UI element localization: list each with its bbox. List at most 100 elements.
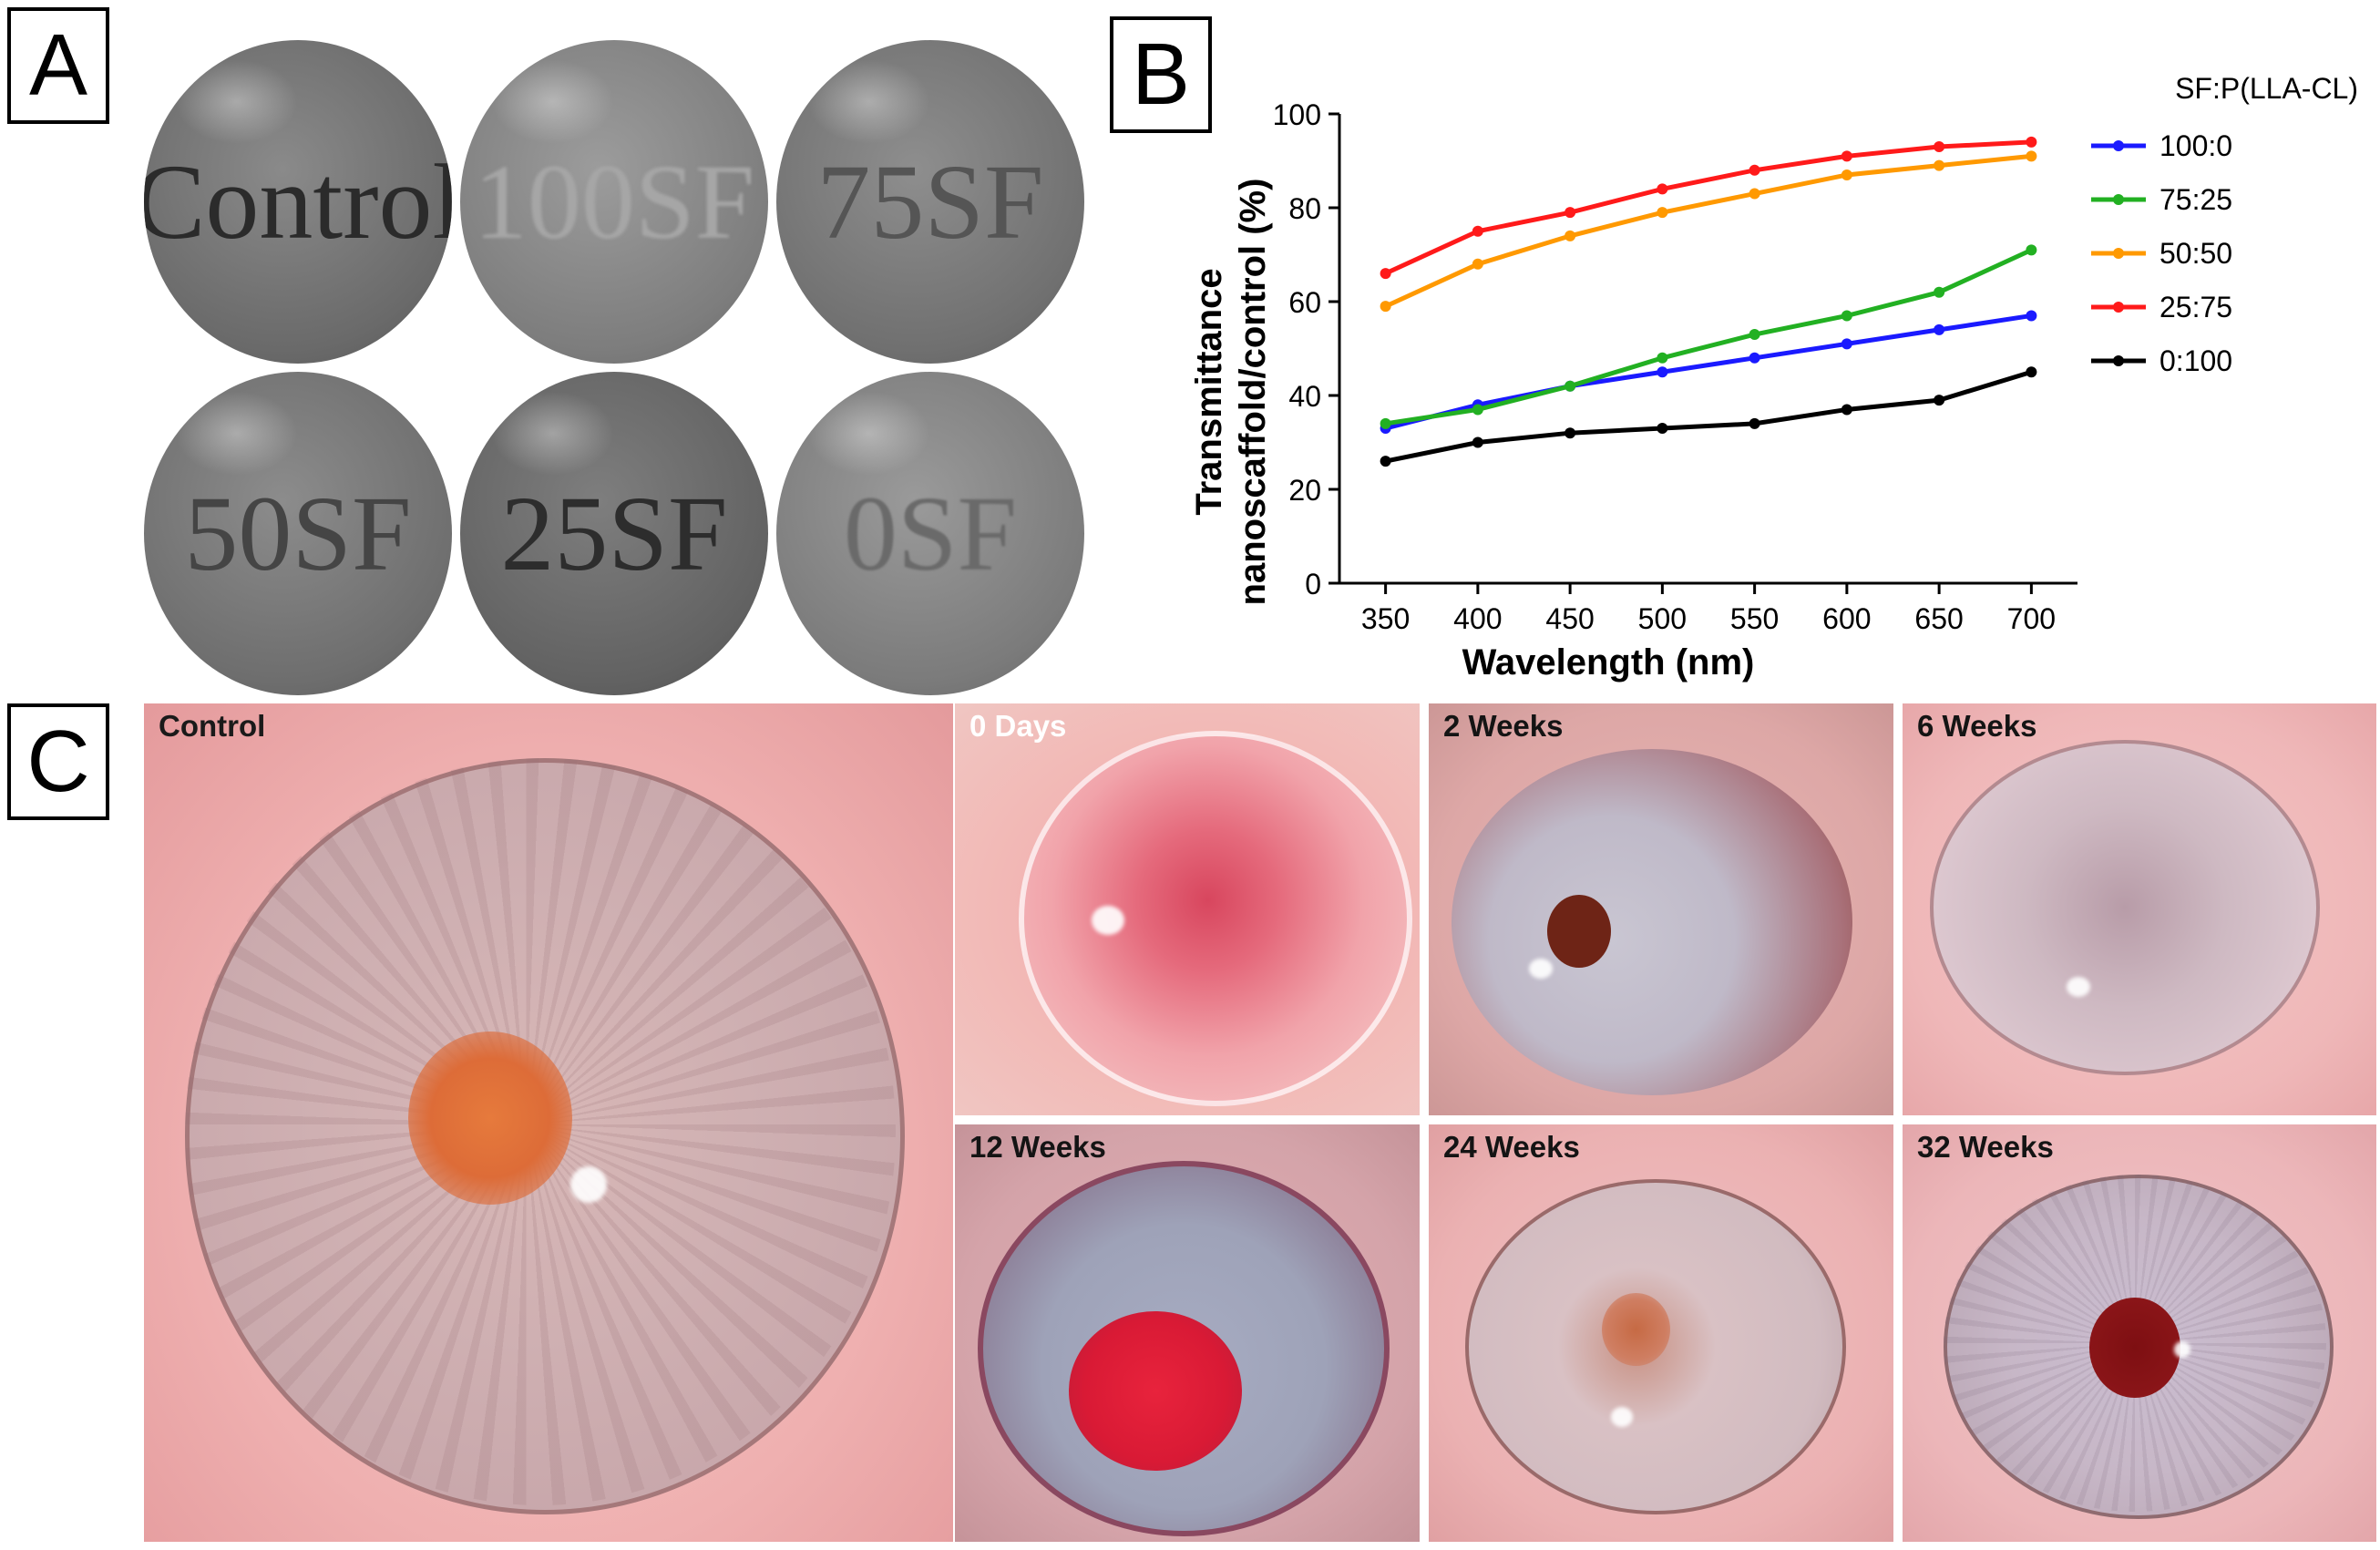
data-point (1934, 286, 1945, 298)
sample-disc-25sf: 25SF (460, 372, 768, 695)
data-point (1657, 352, 1668, 364)
light-reflection (1529, 959, 1553, 979)
data-point (1841, 169, 1852, 180)
disc-label: 50SF (184, 473, 412, 593)
legend-marker (2113, 355, 2124, 366)
data-point (1749, 164, 1760, 176)
eye-photo-6-weeks: 6 Weeks (1903, 703, 2376, 1115)
photo-label: 24 Weeks (1443, 1130, 1580, 1164)
x-tick-label: 650 (1914, 602, 1963, 635)
data-point (1564, 207, 1576, 219)
legend-label: 75:25 (2159, 183, 2232, 216)
legend-title: SF:P(LLA-CL) (2175, 73, 2358, 105)
legend-marker (2113, 302, 2124, 313)
pupil (2089, 1298, 2180, 1398)
sample-disc-50sf: 50SF (144, 372, 452, 695)
legend-label: 25:75 (2159, 291, 2232, 323)
photo-label: 12 Weeks (969, 1130, 1106, 1164)
data-point (1380, 417, 1391, 429)
data-point (1841, 150, 1852, 162)
legend-label: 100:0 (2159, 129, 2232, 162)
cornea (1930, 740, 2320, 1075)
photo-label: 6 Weeks (1917, 709, 2037, 743)
legend-label: 0:100 (2159, 344, 2232, 377)
sample-disc-100sf: 100SF (460, 40, 768, 364)
x-tick-label: 600 (1822, 602, 1871, 635)
data-point (1934, 395, 1945, 406)
data-point (1657, 366, 1668, 378)
data-point (1380, 268, 1391, 280)
series-line-100-0 (1385, 313, 2032, 431)
data-point (2026, 150, 2037, 162)
cornea (1019, 731, 1412, 1106)
transmittance-line-chart: 0 20 40 60 80 100 350 400 450 500 550 600 650 700 Wav… (1189, 73, 2358, 683)
y-tick-label: 60 (1288, 286, 1321, 319)
data-point (1472, 225, 1483, 237)
pupil (1602, 1293, 1670, 1366)
photo-label: 32 Weeks (1917, 1130, 2054, 1164)
data-point (1564, 230, 1576, 241)
disc-label: 75SF (816, 141, 1044, 262)
eye-photo-2-weeks: 2 Weeks (1429, 703, 1893, 1115)
data-point (1380, 301, 1391, 313)
photo-label: Control (159, 709, 266, 743)
chart-series (1380, 136, 2037, 467)
data-point (2026, 244, 2037, 256)
light-reflection (1092, 906, 1124, 935)
light-reflection (1611, 1407, 1633, 1427)
data-point (1657, 183, 1668, 195)
data-point (1472, 436, 1483, 448)
y-tick-label: 80 (1288, 192, 1321, 225)
data-point (1657, 207, 1668, 219)
legend-label: 50:50 (2159, 237, 2232, 270)
cornea (1452, 749, 1852, 1095)
data-point (1934, 159, 1945, 171)
data-point (1564, 427, 1576, 439)
eye-photo-0-days: 0 Days (955, 703, 1420, 1115)
data-point (1472, 404, 1483, 416)
data-point (2026, 310, 2037, 322)
light-reflection (2174, 1341, 2190, 1358)
data-point (1749, 417, 1760, 429)
eye-photo-12-weeks: 12 Weeks (955, 1124, 1420, 1542)
data-point (1380, 456, 1391, 467)
data-point (1934, 141, 1945, 153)
eye-photo-24-weeks: 24 Weeks (1429, 1124, 1893, 1542)
x-tick-label: 700 (2007, 602, 2056, 635)
disc-label: Control (144, 141, 452, 262)
data-point (1472, 258, 1483, 270)
pupil (1069, 1311, 1242, 1471)
series-line-0-100 (1385, 369, 2033, 464)
chart-legend: 100:0 75:25 50:50 25:75 0:100 (2091, 129, 2232, 377)
panel-c-letter: C (7, 703, 109, 820)
data-point (1841, 338, 1852, 350)
y-tick-label: 0 (1305, 568, 1321, 600)
y-tick-label: 20 (1288, 474, 1321, 507)
legend-marker (2113, 248, 2124, 259)
x-tick-label: 550 (1730, 602, 1779, 635)
photo-label: 0 Days (969, 709, 1067, 743)
chart-axes: 0 20 40 60 80 100 350 400 450 500 550 600 650 700 (1273, 98, 2077, 635)
eye-photo-32-weeks: 32 Weeks (1903, 1124, 2376, 1542)
sample-disc-0sf: 0SF (776, 372, 1084, 695)
pupil (1547, 895, 1611, 968)
photo-label: 2 Weeks (1443, 709, 1564, 743)
data-point (1564, 380, 1576, 392)
series-line-25-75 (1384, 139, 2032, 276)
sample-disc-75sf: 75SF (776, 40, 1084, 364)
series-line-50-50 (1384, 153, 2032, 309)
y-axis-label-line2: nanoscaffold/control (%) (1233, 179, 1273, 606)
legend-marker (2113, 140, 2124, 151)
data-point (1841, 310, 1852, 322)
data-point (2026, 366, 2037, 378)
data-point (1749, 352, 1760, 364)
light-reflection (2067, 977, 2090, 997)
series-line-75-25 (1385, 248, 2033, 426)
disc-label: 100SF (473, 141, 755, 262)
x-axis-label: Wavelength (nm) (1462, 642, 1755, 683)
panel-a-letter: A (7, 7, 109, 124)
legend-marker (2113, 194, 2124, 205)
y-tick-label: 100 (1273, 98, 1321, 131)
x-tick-label: 500 (1638, 602, 1687, 635)
x-tick-label: 350 (1361, 602, 1410, 635)
